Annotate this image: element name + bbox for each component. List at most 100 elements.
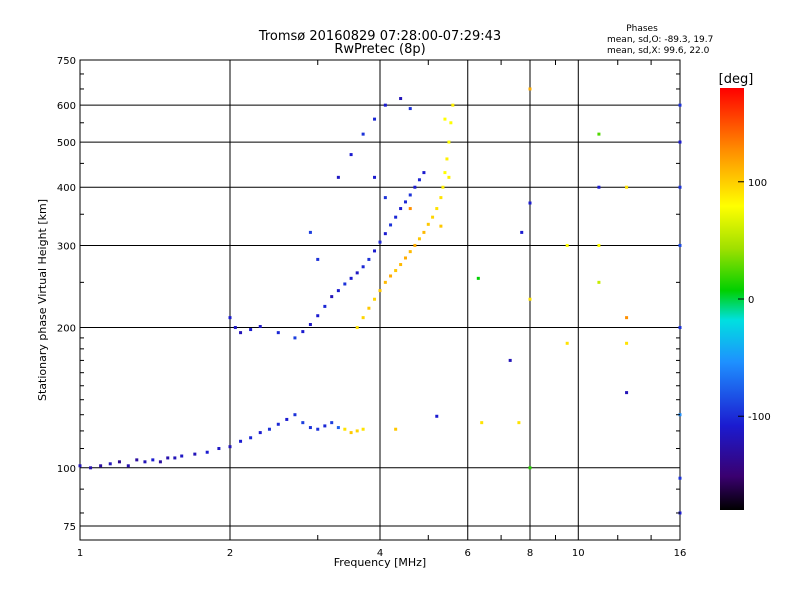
data-point [394, 427, 398, 431]
data-point [267, 427, 271, 431]
data-point [408, 207, 412, 211]
data-point [355, 326, 359, 330]
data-point [528, 466, 532, 470]
data-point [378, 240, 382, 244]
data-point [399, 97, 403, 101]
data-point [258, 431, 262, 435]
data-point [528, 201, 532, 205]
stats-line-o: mean, sd,O: -89.3, 19.7 [607, 35, 713, 45]
colorbar-tick-label: -100 [748, 412, 771, 423]
chart-subtitle: RwPretec (8p) [334, 42, 425, 57]
data-point [394, 215, 398, 219]
data-point [173, 456, 177, 460]
data-point [228, 445, 232, 449]
grid-lines [80, 60, 680, 540]
data-point [293, 413, 297, 417]
data-point [166, 456, 170, 460]
data-point [117, 460, 121, 464]
data-point [228, 316, 232, 320]
data-point [349, 431, 353, 435]
data-point [389, 223, 393, 227]
data-point [126, 464, 130, 468]
x-tick-label: 2 [227, 548, 233, 559]
data-point [308, 230, 312, 234]
data-point [355, 271, 359, 275]
data-point [367, 306, 371, 310]
y-tick-label: 75 [63, 522, 76, 533]
data-point [89, 466, 93, 470]
data-point [565, 243, 569, 247]
data-point [480, 421, 484, 425]
data-point [528, 297, 532, 301]
data-point [276, 422, 280, 426]
y-tick-label: 100 [57, 464, 76, 475]
data-point [417, 237, 421, 241]
y-axis-label: Stationary phase Virtual Height [km] [36, 199, 49, 401]
data-point [316, 257, 320, 261]
data-point [323, 424, 327, 428]
data-point [517, 421, 521, 425]
data-point [301, 330, 305, 334]
colorbar-tick-label: 0 [748, 295, 754, 306]
y-tick-label: 200 [57, 324, 76, 335]
data-point [449, 121, 453, 125]
data-point [625, 185, 629, 189]
data-point [361, 265, 365, 269]
stats-line-x: mean, sd,X: 99.6, 22.0 [607, 46, 710, 56]
data-point [476, 276, 480, 280]
data-point [678, 185, 682, 189]
data-point [447, 175, 451, 179]
data-point [361, 316, 365, 320]
data-point [678, 476, 682, 480]
data-point [373, 117, 377, 121]
data-point [422, 230, 426, 234]
data-point [367, 257, 371, 261]
y-tick-label: 400 [57, 183, 76, 194]
x-tick-label: 1 [77, 548, 83, 559]
y-tick-label: 300 [57, 241, 76, 252]
data-point [135, 458, 139, 462]
data-point [330, 421, 334, 425]
y-axis-ticks: 75 100 200 300 400 500 600 750 [57, 56, 680, 533]
data-point [293, 336, 297, 340]
data-point [143, 460, 147, 464]
data-point [108, 462, 112, 466]
data-point [443, 117, 447, 121]
stats-heading: Phases [626, 24, 658, 34]
data-point [431, 215, 435, 219]
data-point [343, 282, 347, 286]
data-point [403, 256, 407, 260]
data-point [249, 436, 253, 440]
data-point [158, 460, 162, 464]
chart-title: Tromsø 20160829 07:28:00-07:29:43 [258, 29, 501, 44]
data-point [361, 132, 365, 136]
data-point [361, 427, 365, 431]
data-point [249, 328, 253, 332]
data-point [520, 230, 524, 234]
data-point [193, 452, 197, 456]
data-point [597, 132, 601, 136]
data-point [413, 243, 417, 247]
data-point [336, 175, 340, 179]
data-point [565, 341, 569, 345]
x-axis-ticks: 1 2 4 6 8 10 16 [77, 60, 686, 559]
data-point [336, 289, 340, 293]
data-point [323, 304, 327, 308]
data-point [239, 331, 243, 335]
data-point [205, 450, 209, 454]
data-point [343, 427, 347, 431]
data-point [403, 200, 407, 204]
data-point [625, 341, 629, 345]
data-point [439, 196, 443, 200]
data-point [316, 314, 320, 318]
data-point [336, 426, 340, 430]
data-point [417, 178, 421, 182]
colorbar-tick-label: 100 [748, 178, 767, 189]
data-point [441, 185, 445, 189]
x-tick-label: 10 [572, 548, 585, 559]
data-point [308, 323, 312, 327]
data-point [373, 249, 377, 253]
data-point [285, 417, 289, 421]
data-point [678, 103, 682, 107]
data-point [330, 295, 334, 299]
